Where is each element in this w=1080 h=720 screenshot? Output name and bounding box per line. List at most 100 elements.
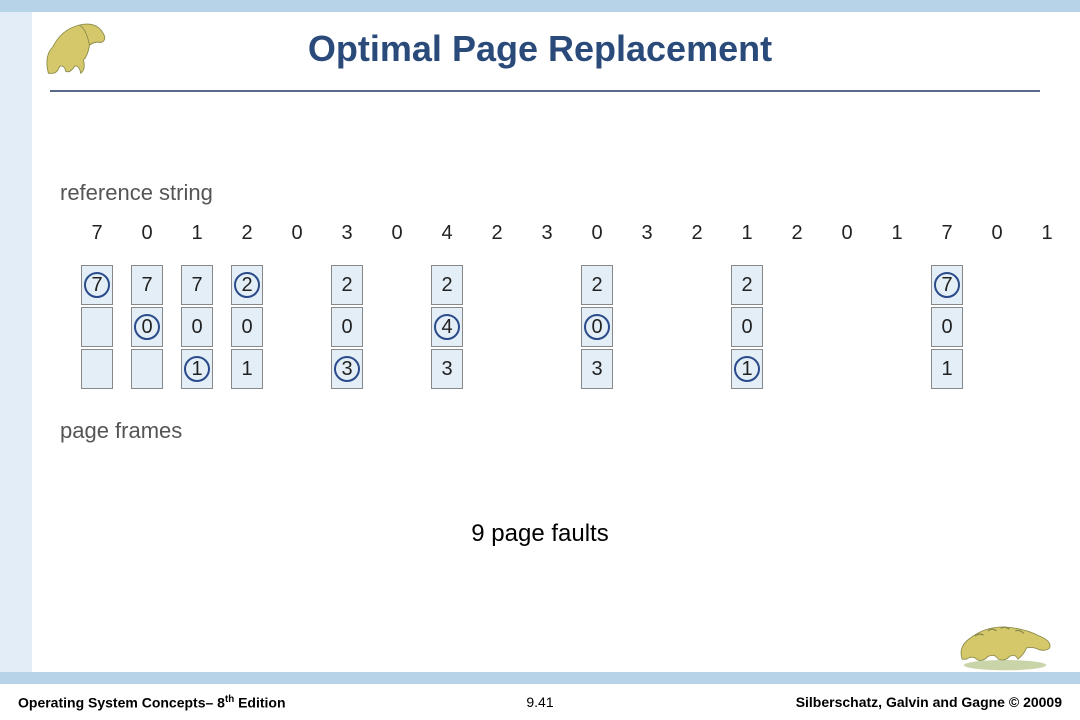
frame-column: 2 0 3 — [572, 265, 622, 400]
frame-cell: 0 — [581, 307, 613, 347]
reference-cell: 1 — [722, 222, 772, 245]
frame-cell: 1 — [231, 349, 263, 389]
frame-column — [372, 265, 422, 400]
reference-cell: 1 — [1022, 222, 1072, 245]
frame-column — [972, 265, 1022, 400]
frame-cell-value: 7 — [941, 274, 952, 297]
frame-cell: 3 — [331, 349, 363, 389]
frame-cell: 1 — [181, 349, 213, 389]
frame-cell: 2 — [581, 265, 613, 305]
reference-cell: 2 — [222, 222, 272, 245]
reference-cell: 7 — [72, 222, 122, 245]
frame-cell: 7 — [931, 265, 963, 305]
frame-cell-value: 0 — [941, 316, 952, 339]
frame-cell-value: 2 — [341, 274, 352, 297]
frame-cell-value: 1 — [741, 358, 752, 381]
frame-cell-value: 0 — [191, 316, 202, 339]
frame-column: 2 0 1 — [722, 265, 772, 400]
frame-cell: 4 — [431, 307, 463, 347]
frame-cell: 2 — [731, 265, 763, 305]
frame-cell-value: 1 — [941, 358, 952, 381]
frame-column: 2 0 3 — [322, 265, 372, 400]
frame-column: 7 0 1 — [922, 265, 972, 400]
frame-cell-value: 1 — [241, 358, 252, 381]
frame-cell: 0 — [181, 307, 213, 347]
frame-column: 2 0 1 — [222, 265, 272, 400]
frame-column — [672, 265, 722, 400]
reference-cell: 3 — [522, 222, 572, 245]
side-accent-bar — [0, 12, 32, 672]
bottom-accent-bar — [0, 672, 1080, 684]
frame-column — [1022, 265, 1072, 400]
frame-column — [822, 265, 872, 400]
reference-cell: 7 — [922, 222, 972, 245]
reference-cell: 3 — [622, 222, 672, 245]
frame-cell: 0 — [931, 307, 963, 347]
frame-cell-value: 7 — [141, 274, 152, 297]
frame-cell: 2 — [431, 265, 463, 305]
reference-string-row: 70120304230321201701 — [72, 222, 1080, 245]
frame-cell — [81, 349, 113, 389]
frame-column — [872, 265, 922, 400]
frame-cell-value: 2 — [241, 274, 252, 297]
frame-cell: 0 — [131, 307, 163, 347]
frame-cell-value: 7 — [91, 274, 102, 297]
footer-right: Silberschatz, Galvin and Gagne © 20009 — [796, 694, 1062, 710]
frame-cell-value: 3 — [341, 358, 352, 381]
frame-column — [772, 265, 822, 400]
frame-cell-value: 0 — [591, 316, 602, 339]
frame-cell-value: 2 — [591, 274, 602, 297]
reference-string-label: reference string — [60, 180, 213, 206]
frame-cell: 0 — [731, 307, 763, 347]
reference-cell: 2 — [472, 222, 522, 245]
frame-column: 70 — [122, 265, 172, 400]
frame-cell — [81, 307, 113, 347]
frame-column: 7 0 1 — [172, 265, 222, 400]
frame-cell-value: 2 — [741, 274, 752, 297]
reference-cell: 1 — [872, 222, 922, 245]
title-underline — [50, 90, 1040, 92]
frame-column — [522, 265, 572, 400]
reference-cell: 0 — [272, 222, 322, 245]
reference-cell: 2 — [772, 222, 822, 245]
frame-cell-value: 3 — [441, 358, 452, 381]
top-accent-bar — [0, 0, 1080, 12]
frame-cell-value: 1 — [191, 358, 202, 381]
frame-cell: 7 — [181, 265, 213, 305]
frame-cell: 0 — [231, 307, 263, 347]
frame-cell: 1 — [931, 349, 963, 389]
reference-cell: 0 — [972, 222, 1022, 245]
reference-cell: 2 — [672, 222, 722, 245]
reference-cell: 0 — [822, 222, 872, 245]
page-frames-label: page frames — [60, 418, 182, 444]
frame-column — [622, 265, 672, 400]
frame-cell: 1 — [731, 349, 763, 389]
frame-cell: 3 — [431, 349, 463, 389]
frame-column: 2 4 3 — [422, 265, 472, 400]
dinosaur-bottom-icon — [950, 612, 1060, 672]
frame-cell — [131, 349, 163, 389]
frame-cell: 7 — [131, 265, 163, 305]
frame-cell-value: 4 — [441, 316, 452, 339]
frame-cell-value: 0 — [241, 316, 252, 339]
reference-cell: 1 — [172, 222, 222, 245]
reference-cell: 0 — [372, 222, 422, 245]
frame-cell: 2 — [331, 265, 363, 305]
frame-column — [472, 265, 522, 400]
reference-cell: 0 — [572, 222, 622, 245]
slide-title: Optimal Page Replacement — [0, 28, 1080, 70]
page-frames-row: 770701201203243203201701 — [72, 265, 1080, 400]
frame-cell-value: 0 — [341, 316, 352, 339]
frame-cell-value: 7 — [191, 274, 202, 297]
frame-cell-value: 0 — [141, 316, 152, 339]
reference-cell: 0 — [122, 222, 172, 245]
result-text: 9 page faults — [0, 520, 1080, 548]
frame-cell-value: 3 — [591, 358, 602, 381]
frame-cell-value: 0 — [741, 316, 752, 339]
frame-column — [272, 265, 322, 400]
frame-column: 7 — [72, 265, 122, 400]
frame-cell: 7 — [81, 265, 113, 305]
reference-cell: 3 — [322, 222, 372, 245]
reference-cell: 4 — [422, 222, 472, 245]
frame-cell: 2 — [231, 265, 263, 305]
